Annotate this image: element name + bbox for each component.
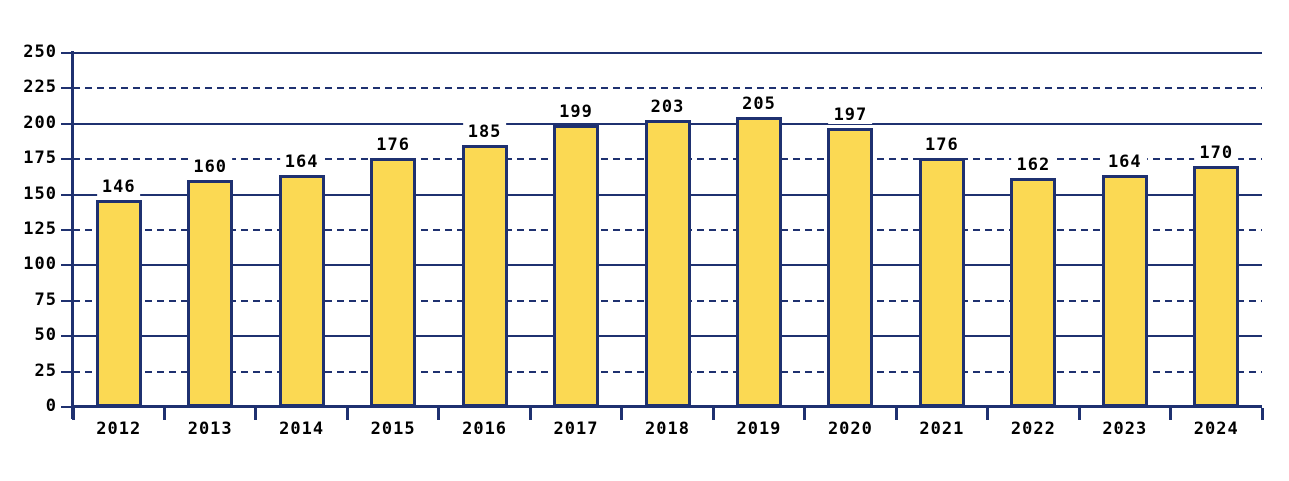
x-axis-tick <box>345 408 349 420</box>
bar-2023 <box>1101 174 1148 407</box>
y-axis-tick-label: 225 <box>23 77 57 98</box>
x-axis-category-label: 2014 <box>279 419 325 439</box>
gridline-solid <box>73 52 1262 54</box>
x-axis-baseline <box>71 405 1262 408</box>
x-axis-category-label: 2012 <box>96 419 142 439</box>
bar-value-label: 160 <box>188 158 233 177</box>
plot-area <box>73 52 1262 407</box>
x-axis-category-label: 2016 <box>462 419 508 439</box>
bar-2013 <box>187 180 234 407</box>
y-axis-tick-label: 25 <box>34 360 57 381</box>
y-axis-tick <box>61 158 72 161</box>
bar-value-label: 205 <box>737 94 781 113</box>
y-axis-tick-label: 75 <box>34 289 57 310</box>
x-axis-tick <box>254 408 258 420</box>
bar-2019 <box>735 116 782 407</box>
bar-value-label: 146 <box>96 178 141 197</box>
x-axis-tick <box>71 408 75 420</box>
y-axis-tick <box>61 229 72 231</box>
y-axis-tick-label: 175 <box>23 148 57 169</box>
gridline-dashed <box>73 87 1262 90</box>
y-axis-tick <box>61 335 72 338</box>
bar-value-label: 203 <box>645 97 690 116</box>
y-axis-tick-label: 250 <box>23 42 57 62</box>
x-axis-tick <box>528 408 532 420</box>
bar-value-label: 162 <box>1011 155 1056 174</box>
x-axis-tick <box>803 408 807 420</box>
x-axis-tick <box>620 408 624 420</box>
y-axis-tick-label: 0 <box>45 396 57 416</box>
x-axis-category-label: 2018 <box>645 419 690 439</box>
bar-value-label: 164 <box>279 152 324 171</box>
bar-2021 <box>918 157 965 407</box>
x-axis-category-label: 2023 <box>1102 419 1148 439</box>
bar-2018 <box>644 119 691 407</box>
bar-2014 <box>278 174 325 407</box>
y-axis-tick-label: 125 <box>23 219 57 239</box>
x-axis-category-label: 2019 <box>736 419 782 439</box>
y-axis-tick <box>61 52 72 54</box>
bar-value-label: 197 <box>828 106 873 125</box>
y-axis-tick-label: 200 <box>23 112 57 133</box>
x-axis-category-label: 2022 <box>1010 419 1056 439</box>
y-axis-tick <box>61 264 72 267</box>
bar-value-label: 185 <box>462 123 507 142</box>
y-axis-tick-label: 100 <box>23 254 57 275</box>
bar-2022 <box>1010 177 1057 407</box>
bar-value-label: 176 <box>920 135 964 154</box>
bar-value-label: 176 <box>371 135 415 154</box>
bar-2017 <box>553 125 600 407</box>
x-axis-tick <box>894 408 898 420</box>
bar-2020 <box>827 128 874 407</box>
y-axis-tick <box>61 193 72 196</box>
y-axis-tick <box>61 122 72 125</box>
y-axis-tick-label: 50 <box>34 325 57 346</box>
bar-2016 <box>461 145 508 407</box>
x-axis-category-label: 2015 <box>370 419 416 439</box>
bar-value-label: 164 <box>1102 152 1147 171</box>
x-axis-category-label: 2021 <box>919 419 965 439</box>
x-axis-tick <box>1260 408 1264 420</box>
y-axis-line <box>71 51 74 419</box>
x-axis-tick <box>1077 408 1081 420</box>
bar-value-label: 199 <box>554 103 598 122</box>
y-axis-tick <box>61 299 72 302</box>
x-axis-tick <box>711 408 715 420</box>
x-axis-tick <box>1169 408 1173 420</box>
x-axis-category-label: 2024 <box>1193 419 1239 439</box>
bar-2015 <box>370 157 417 407</box>
bar-2024 <box>1193 166 1240 407</box>
x-axis-category-label: 2017 <box>553 419 599 439</box>
y-axis-tick-label: 150 <box>23 183 57 204</box>
y-axis-tick <box>61 406 72 408</box>
bar-value-label: 170 <box>1194 144 1239 163</box>
x-axis-category-label: 2020 <box>827 419 873 439</box>
x-axis-tick <box>162 408 166 420</box>
y-axis-tick <box>61 87 72 90</box>
x-axis-category-label: 2013 <box>187 419 233 439</box>
x-axis-tick <box>437 408 441 420</box>
x-axis-tick <box>986 408 990 420</box>
bar-2012 <box>95 200 142 407</box>
y-axis-tick <box>61 370 72 373</box>
